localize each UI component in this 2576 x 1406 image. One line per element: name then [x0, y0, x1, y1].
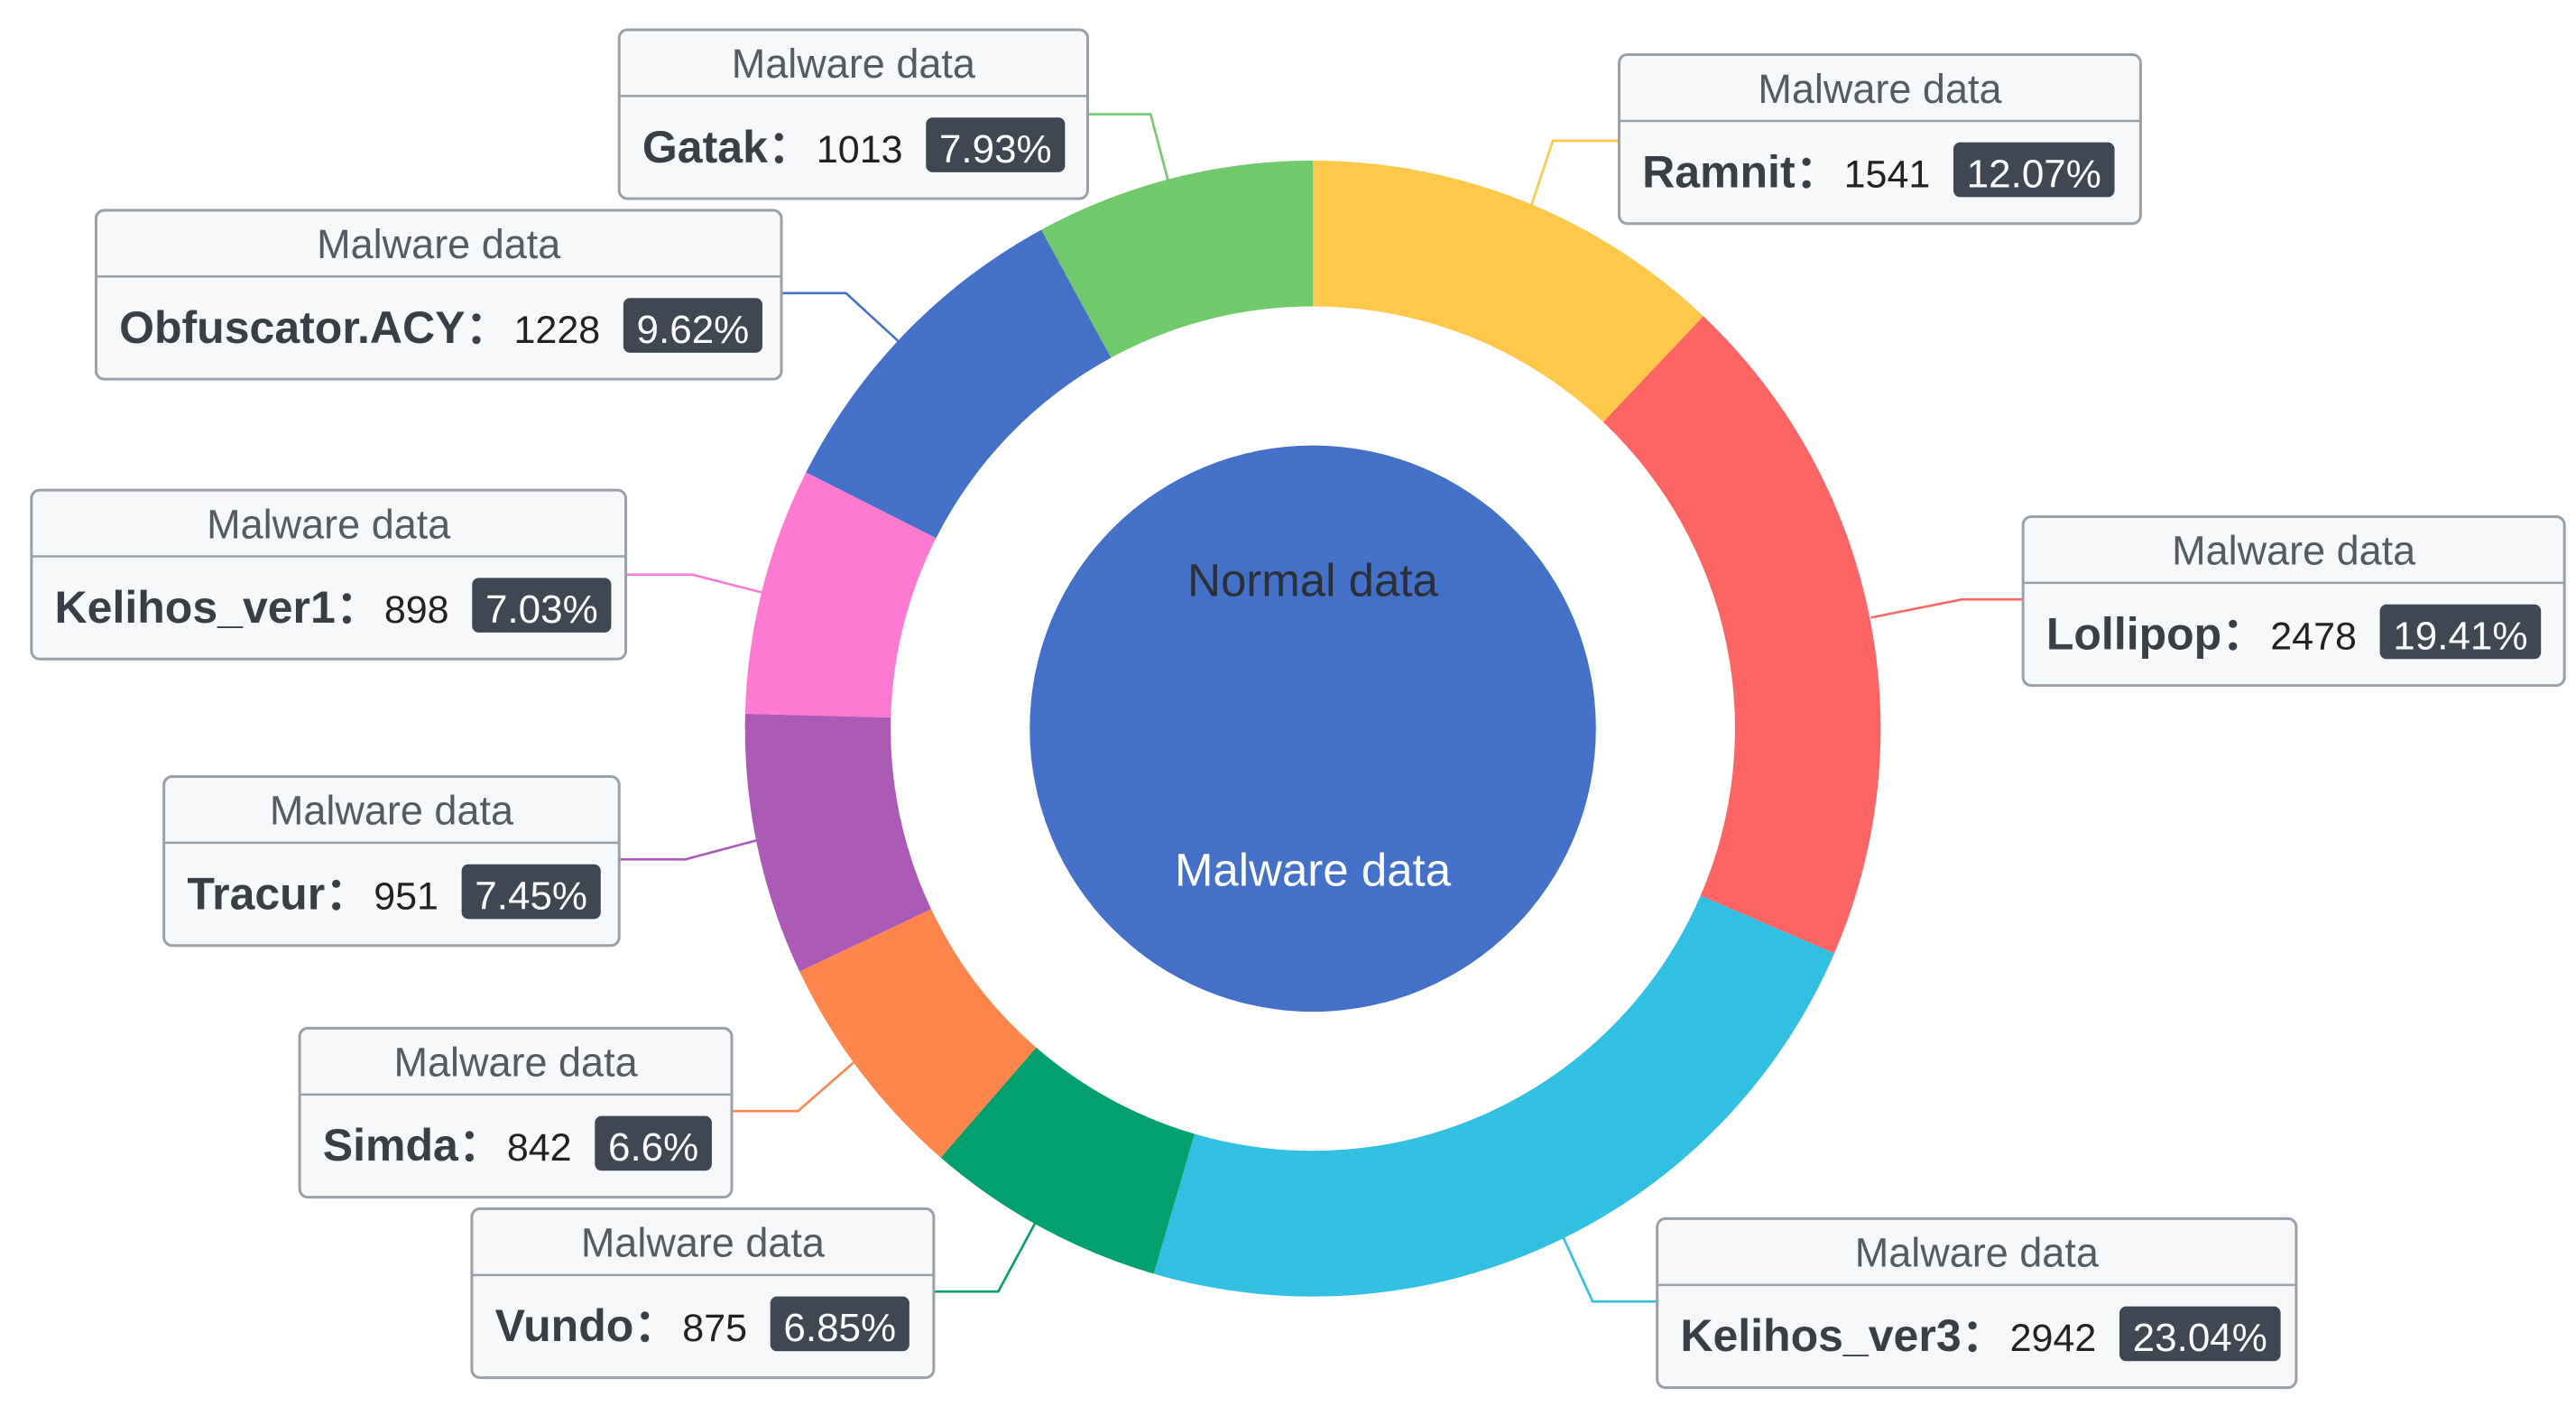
- label-lollipop: Malware data Lollipop： 2478 19.41%: [2021, 514, 2566, 688]
- label-percent-badge: [2379, 604, 2542, 660]
- slice-vundo[interactable]: [940, 1047, 1195, 1274]
- label-vundo: Malware data Vundo： 875 6.85%: [470, 1207, 936, 1380]
- slice-ramnit[interactable]: [1313, 160, 1703, 422]
- label-slice-percent: 7.03%: [485, 587, 598, 632]
- label-slice-name: Vundo：: [495, 1300, 679, 1351]
- leader-line-kelihos-ver1: [625, 573, 764, 595]
- inner-slice-malware-data[interactable]: [1029, 445, 1596, 1013]
- label-slice-percent: 7.45%: [475, 874, 587, 918]
- leader-line-lollipop: [1870, 597, 2024, 619]
- slice-tracur[interactable]: [744, 713, 932, 972]
- label-slice-percent: 6.6%: [608, 1125, 698, 1170]
- label-simda: Malware data Simda： 842 6.6%: [298, 1026, 734, 1199]
- label-ramnit: Malware data Ramnit： 1541 12.07%: [1617, 53, 2142, 226]
- leader-line-obfuscator-acy: [781, 291, 909, 351]
- label-obfuscator-acy: Malware data Obfuscator.ACY： 1228 9.62%: [94, 208, 783, 381]
- label-percent-badge: [770, 1296, 909, 1352]
- slice-kelihos-ver1[interactable]: [744, 472, 937, 718]
- label-slice-value: 2478: [2270, 615, 2357, 658]
- label-percent-badge: [2119, 1306, 2281, 1362]
- label-slice-name: Simda：: [323, 1120, 503, 1170]
- label-slice-value: 951: [374, 874, 439, 918]
- leader-line-kelihos-ver3: [1555, 1221, 1657, 1303]
- slice-lollipop[interactable]: [1602, 316, 1881, 954]
- leader-line-simda: [731, 1053, 863, 1113]
- label-gatak: Malware data Gatak： 1013 7.93%: [617, 28, 1089, 200]
- label-slice-value: 2942: [2010, 1317, 2097, 1360]
- label-slice-percent: 12.07%: [1967, 152, 2101, 196]
- label-series-name: Malware data: [270, 788, 514, 834]
- slice-simda[interactable]: [799, 909, 1037, 1158]
- label-box: [94, 208, 783, 381]
- label-series-name: Malware data: [1855, 1230, 2100, 1276]
- leader-line-vundo: [933, 1205, 1046, 1293]
- label-slice-value: 842: [507, 1126, 572, 1170]
- label-series-name: Malware data: [2172, 528, 2416, 574]
- label-slice-name: Ramnit：: [1642, 146, 1840, 197]
- leader-line-ramnit: [1525, 139, 1620, 221]
- inner-pie: Normal data Malware data: [1029, 445, 1596, 1013]
- label-slice-name: Kelihos_ver1：: [55, 582, 381, 633]
- label-series-name: Malware data: [207, 501, 451, 547]
- label-slice-percent: 9.62%: [637, 308, 750, 352]
- label-percent-badge: [1953, 142, 2115, 198]
- label-slice-name: Gatak：: [642, 122, 813, 172]
- inner-label-malware-data: Malware data: [1175, 845, 1452, 896]
- label-slice-name: Tracur：: [187, 868, 370, 919]
- label-slice-percent: 6.85%: [783, 1306, 896, 1350]
- label-tracur: Malware data Tracur： 951 7.45%: [162, 775, 621, 948]
- label-series-name: Malware data: [732, 41, 976, 87]
- label-slice-value: 1013: [817, 128, 903, 171]
- label-series-name: Malware data: [581, 1220, 826, 1266]
- label-slice-name: Kelihos_ver3：: [1680, 1310, 2006, 1361]
- inner-label-normal-data: Normal data: [1187, 555, 1438, 606]
- label-kelihos-ver1: Malware data Kelihos_ver1： 898 7.03%: [30, 488, 628, 661]
- label-slice-value: 1541: [1844, 153, 1931, 196]
- label-percent-badge: [472, 578, 612, 633]
- label-slice-percent: 23.04%: [2133, 1316, 2267, 1360]
- label-kelihos-ver3: Malware data Kelihos_ver3： 2942 23.04%: [1656, 1216, 2298, 1390]
- label-slice-percent: 7.93%: [939, 127, 1052, 171]
- label-slice-percent: 19.41%: [2393, 614, 2527, 658]
- label-slice-value: 898: [384, 588, 449, 632]
- label-percent-badge: [926, 117, 1066, 172]
- label-series-name: Malware data: [317, 221, 561, 267]
- label-slice-name: Lollipop：: [2046, 608, 2267, 659]
- leader-line-gatak: [1087, 113, 1176, 203]
- slice-gatak[interactable]: [1041, 160, 1314, 358]
- label-series-name: Malware data: [1758, 66, 2002, 112]
- leader-line-tracur: [619, 838, 761, 861]
- leader-lines: [619, 113, 2024, 1303]
- slice-obfuscator-acy[interactable]: [806, 229, 1112, 539]
- label-percent-badge: [623, 298, 762, 353]
- label-percent-badge: [595, 1115, 712, 1171]
- label-slice-value: 1228: [514, 309, 601, 352]
- slice-kelihos-ver3[interactable]: [1153, 895, 1834, 1297]
- outer-ring: [744, 160, 1881, 1297]
- label-slice-value: 875: [682, 1307, 747, 1350]
- label-series-name: Malware data: [393, 1040, 638, 1086]
- label-slice-name: Obfuscator.ACY：: [119, 302, 510, 353]
- label-percent-badge: [461, 864, 601, 920]
